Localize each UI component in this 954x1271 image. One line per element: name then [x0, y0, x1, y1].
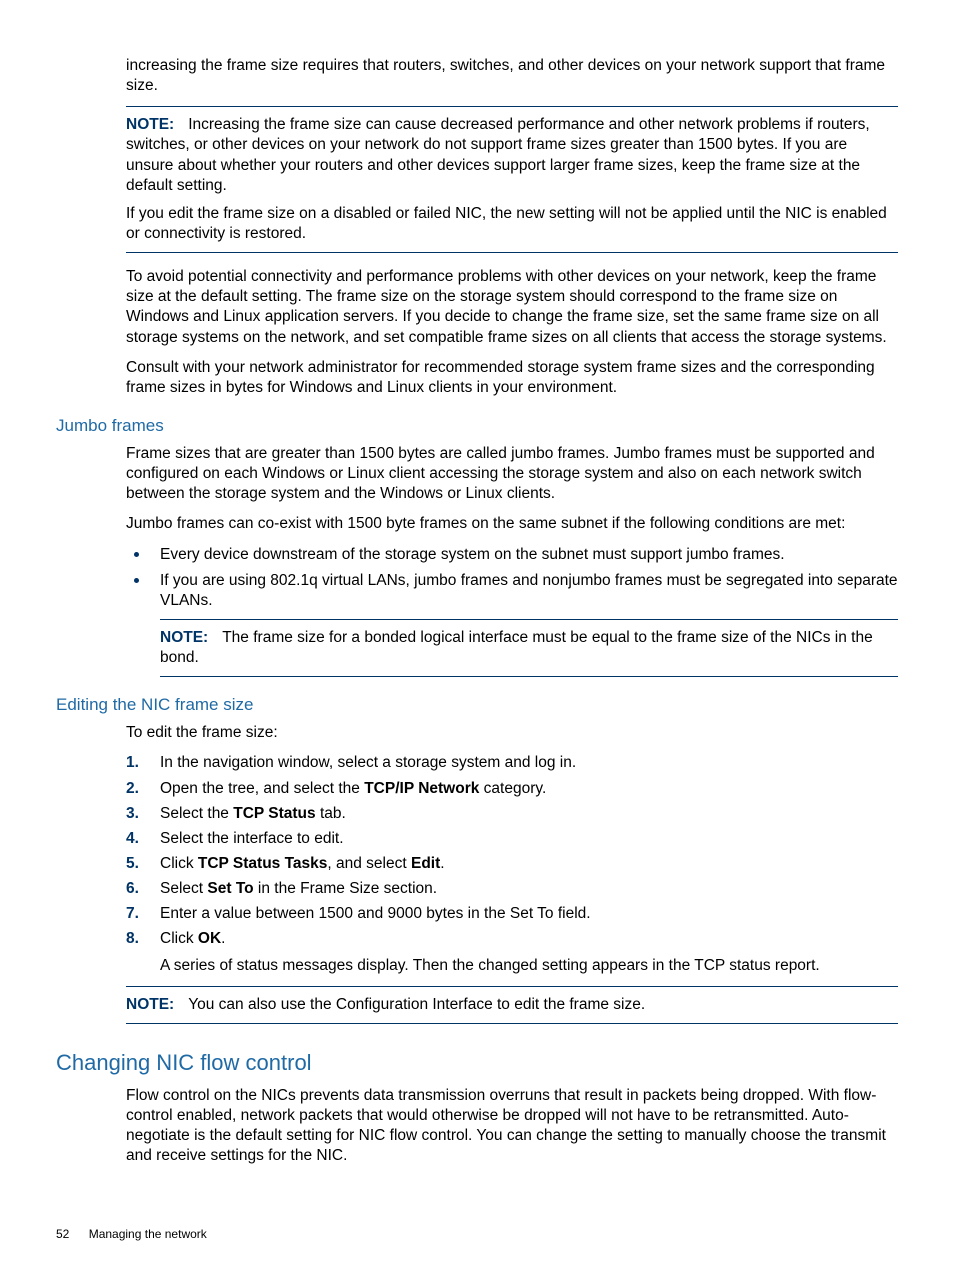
flow-body: Flow control on the NICs prevents data t… — [126, 1086, 898, 1167]
after-note-p2: Consult with your network administrator … — [126, 358, 898, 398]
note-config-p: NOTE: You can also use the Configuration … — [126, 995, 898, 1015]
step-number: 4. — [126, 829, 154, 849]
editing-steps-list: 1. In the navigation window, select a st… — [126, 753, 898, 975]
jumbo-p2: Jumbo frames can co-exist with 1500 byte… — [126, 514, 898, 534]
note-bonded-interface: NOTE:The frame size for a bonded logical… — [160, 619, 898, 677]
step-number: 5. — [126, 854, 154, 874]
step-item: 5. Click TCP Status Tasks, and select Ed… — [126, 854, 898, 874]
heading-editing-nic-frame-size: Editing the NIC frame size — [56, 695, 898, 715]
page-footer: 52 Managing the network — [56, 1227, 207, 1241]
step-text: Click OK. — [160, 930, 225, 947]
note-frame-size-warning: NOTE:Increasing the frame size can cause… — [126, 106, 898, 253]
step-text: In the navigation window, select a stora… — [160, 754, 576, 771]
bullet-text: If you are using 802.1q virtual LANs, ju… — [160, 572, 898, 609]
bullet-icon — [134, 578, 139, 583]
editing-body: To edit the frame size: 1. In the naviga… — [126, 723, 898, 1024]
bullet-text: Every device downstream of the storage s… — [160, 546, 785, 563]
step-text: Select Set To in the Frame Size section. — [160, 880, 437, 897]
note1-p2: If you edit the frame size on a disabled… — [126, 204, 898, 244]
step-8-extra: A series of status messages display. The… — [160, 956, 898, 976]
jumbo-body: Frame sizes that are greater than 1500 b… — [126, 444, 898, 677]
note-label: NOTE: — [126, 116, 174, 133]
note-label: NOTE: — [160, 629, 208, 646]
note1-text1: Increasing the frame size can cause decr… — [126, 116, 870, 193]
step-item: 2. Open the tree, and select the TCP/IP … — [126, 779, 898, 799]
step-text: Select the interface to edit. — [160, 830, 344, 847]
step-item: 4. Select the interface to edit. — [126, 829, 898, 849]
step-number: 7. — [126, 904, 154, 924]
list-item: Every device downstream of the storage s… — [126, 545, 898, 565]
step-number: 2. — [126, 779, 154, 799]
jumbo-conditions-list: Every device downstream of the storage s… — [126, 545, 898, 678]
intro-paragraph: increasing the frame size requires that … — [126, 56, 898, 96]
footer-title: Managing the network — [89, 1227, 207, 1241]
content-body: increasing the frame size requires that … — [126, 56, 898, 398]
note-inner-text: The frame size for a bonded logical inte… — [160, 629, 873, 666]
note-label: NOTE: — [126, 996, 174, 1013]
step-item: 6. Select Set To in the Frame Size secti… — [126, 879, 898, 899]
step-item: 8. Click OK. A series of status messages… — [126, 929, 898, 975]
editing-intro: To edit the frame size: — [126, 723, 898, 743]
note-config-interface: NOTE: You can also use the Configuration … — [126, 986, 898, 1024]
step-text: Click TCP Status Tasks, and select Edit. — [160, 855, 445, 872]
after-note-p1: To avoid potential connectivity and perf… — [126, 267, 898, 348]
flow-p1: Flow control on the NICs prevents data t… — [126, 1086, 898, 1167]
step-text: Open the tree, and select the TCP/IP Net… — [160, 780, 546, 797]
step-text: Enter a value between 1500 and 9000 byte… — [160, 905, 591, 922]
step-number: 1. — [126, 753, 154, 773]
step-text: Select the TCP Status tab. — [160, 805, 346, 822]
step-number: 8. — [126, 929, 154, 949]
heading-changing-nic-flow-control: Changing NIC flow control — [56, 1050, 898, 1076]
step-item: 1. In the navigation window, select a st… — [126, 753, 898, 773]
bullet-icon — [134, 552, 139, 557]
page-container: increasing the frame size requires that … — [0, 0, 954, 1271]
note1-p1: NOTE:Increasing the frame size can cause… — [126, 115, 898, 196]
heading-jumbo-frames: Jumbo frames — [56, 416, 898, 436]
step-number: 3. — [126, 804, 154, 824]
step-number: 6. — [126, 879, 154, 899]
step-item: 3. Select the TCP Status tab. — [126, 804, 898, 824]
note-inner-p: NOTE:The frame size for a bonded logical… — [160, 628, 898, 668]
jumbo-p1: Frame sizes that are greater than 1500 b… — [126, 444, 898, 504]
step-item: 7. Enter a value between 1500 and 9000 b… — [126, 904, 898, 924]
page-number: 52 — [56, 1227, 69, 1241]
list-item: If you are using 802.1q virtual LANs, ju… — [126, 571, 898, 678]
note-config-text: You can also use the Configuration Inter… — [188, 996, 645, 1013]
